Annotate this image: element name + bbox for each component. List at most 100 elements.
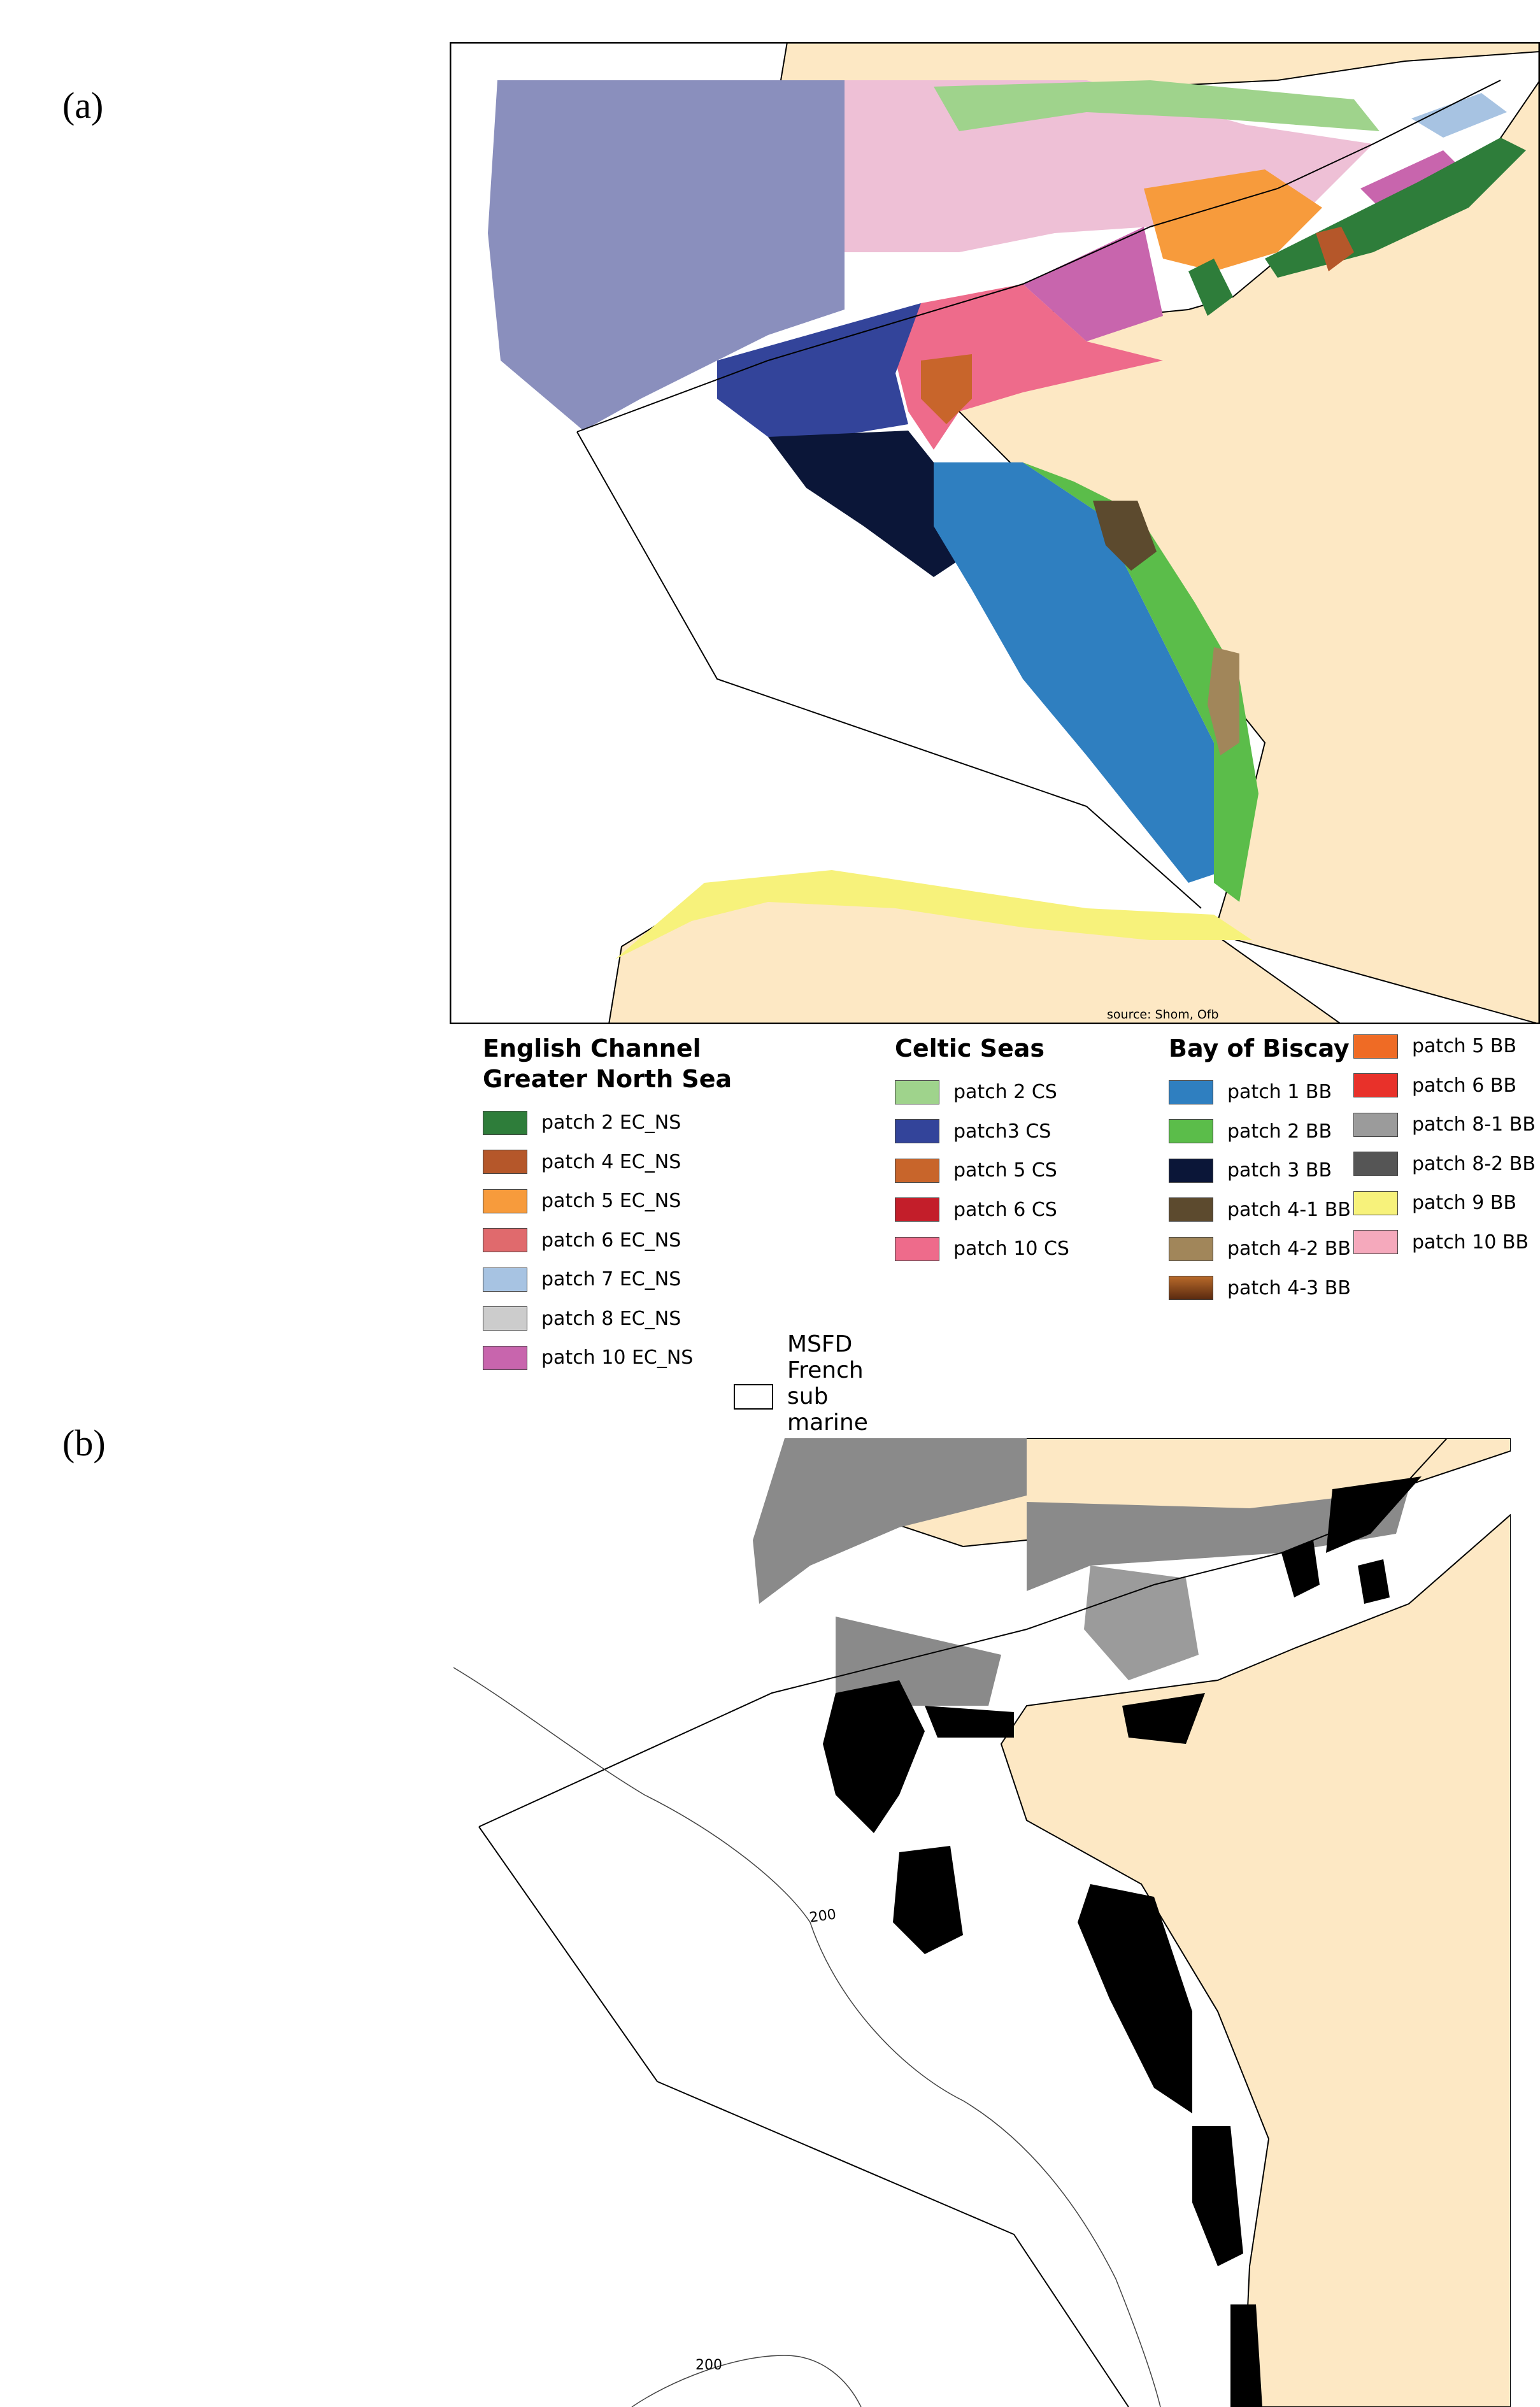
- legend-swatch: [1353, 1112, 1398, 1137]
- legend-item: patch 10 CS: [895, 1229, 1069, 1269]
- legend-swatch: [483, 1189, 527, 1213]
- legend-item: patch 8 EC_NS: [483, 1299, 732, 1339]
- legend-item: patch 4-1 BB: [1169, 1190, 1351, 1230]
- legend-label: patch 5 BB: [1412, 1035, 1517, 1058]
- legend-label: patch 9 BB: [1412, 1192, 1517, 1215]
- legend-swatch: [1353, 1190, 1398, 1215]
- legend-group-cs: Celtic Seas patch 2 CS patch3 CS patch 5…: [895, 1033, 1069, 1269]
- legend-item: patch 4-3 BB: [1169, 1269, 1351, 1308]
- legend-swatch: [895, 1080, 939, 1104]
- legend-label: patch 4-2 BB: [1227, 1238, 1351, 1261]
- legend-swatch: [1353, 1034, 1398, 1059]
- patch-2-cs-area: [934, 80, 1380, 131]
- patch-3-cs-area: [717, 303, 921, 437]
- grey-area-channel: [753, 1438, 1027, 1604]
- legend-swatch: [483, 1228, 527, 1253]
- legend-swatch: [1353, 1073, 1398, 1098]
- legend-label: patch 8-1 BB: [1412, 1113, 1536, 1136]
- legend-swatch: [483, 1345, 527, 1370]
- legend-label: patch 8-2 BB: [1412, 1152, 1536, 1175]
- legend-swatch: [1353, 1230, 1398, 1255]
- legend-item: patch 2 CS: [895, 1073, 1069, 1112]
- legend-item: patch 10 BB: [1353, 1223, 1536, 1262]
- legend-label: patch 3 BB: [1227, 1159, 1332, 1182]
- legend-swatch: [895, 1158, 939, 1183]
- legend-swatch: [1169, 1276, 1213, 1301]
- legend-item: patch 6 BB: [1353, 1066, 1536, 1106]
- legend-swatch: [1169, 1080, 1213, 1104]
- legend-item: patch 2 EC_NS: [483, 1103, 732, 1143]
- legend-swatch: [895, 1197, 939, 1222]
- legend-item: patch 8-1 BB: [1353, 1105, 1536, 1145]
- legend-item: patch 6 EC_NS: [483, 1221, 732, 1261]
- contour-label: 200: [695, 2357, 722, 2373]
- legend-item: patch 2 BB: [1169, 1112, 1351, 1152]
- legend-label: patch 6 CS: [953, 1198, 1057, 1221]
- legend-swatch: [1169, 1236, 1213, 1261]
- legend-item: patch 6 CS: [895, 1190, 1069, 1230]
- patch-7-ec-ns-area: [1411, 93, 1507, 138]
- patch-1-bb-area: [934, 462, 1227, 883]
- legend-label: patch 10 BB: [1412, 1231, 1529, 1253]
- legend-swatch: [483, 1306, 527, 1331]
- legend-label: patch 6 EC_NS: [541, 1229, 681, 1252]
- black-area-west-brittany: [823, 1680, 925, 1833]
- legend-label: patch 7 EC_NS: [541, 1268, 681, 1291]
- msfd-boundary: [576, 80, 1501, 432]
- legend-swatch: [1169, 1197, 1213, 1222]
- legend-title: English Channel: [483, 1034, 701, 1062]
- legend-swatch: [483, 1150, 527, 1175]
- legend-item: patch 10 EC_NS: [483, 1338, 732, 1378]
- legend-label: patch 4-3 BB: [1227, 1276, 1351, 1299]
- legend-item: patch 7 EC_NS: [483, 1260, 732, 1299]
- patch-10-ec-ns-area: [1023, 227, 1163, 341]
- legend-group-bb-2: patch 5 BB patch 6 BB patch 8-1 BB patch…: [1353, 1027, 1536, 1262]
- legend-swatch: [1169, 1119, 1213, 1144]
- legend-group-bb: Bay of Biscay patch 1 BB patch 2 BB patc…: [1169, 1033, 1351, 1308]
- legend-item: patch 5 BB: [1353, 1027, 1536, 1066]
- legend-title: Celtic Seas: [895, 1034, 1045, 1062]
- legend-item: patch 4 EC_NS: [483, 1143, 732, 1182]
- legend-item: patch 9 BB: [1353, 1183, 1536, 1223]
- legend-item: patch 8-2 BB: [1353, 1145, 1536, 1184]
- panel-b-label: (b): [62, 1422, 106, 1464]
- legend-group-ec-ns: English Channel Greater North Sea patch …: [483, 1033, 732, 1378]
- legend-title: Greater North Sea: [483, 1065, 732, 1093]
- legend-label: patch 4-1 BB: [1227, 1198, 1351, 1221]
- legend-label: patch 2 BB: [1227, 1120, 1332, 1143]
- patch-3-bb-area: [768, 431, 972, 577]
- legend-label: patch 1 BB: [1227, 1081, 1332, 1104]
- patch-5-ec-ns-area: [1144, 169, 1322, 271]
- map-a: [450, 42, 1540, 1024]
- legend-label: patch 4 EC_NS: [541, 1150, 681, 1173]
- legend-label: patch 2 CS: [953, 1081, 1057, 1104]
- legend-label: patch 5 EC_NS: [541, 1190, 681, 1213]
- legend-label: patch 6 BB: [1412, 1074, 1517, 1097]
- legend-item: patch 4-2 BB: [1169, 1229, 1351, 1269]
- contour-label: 200: [808, 1906, 837, 1926]
- legend-swatch: [483, 1267, 527, 1292]
- legend-label: patch 10 EC_NS: [541, 1346, 694, 1369]
- legend-swatch: [1353, 1152, 1398, 1176]
- legend-swatch: [895, 1119, 939, 1144]
- legend-title: Bay of Biscay: [1169, 1034, 1350, 1062]
- map-source-credit: source: Shom, Ofb: [1107, 1008, 1219, 1022]
- msfd-boundary: [478, 1438, 1448, 1827]
- legend-label: patch 10 CS: [953, 1238, 1069, 1261]
- map-b: 200 200: [453, 1438, 1511, 2407]
- legend-swatch: [1169, 1158, 1213, 1183]
- patch-9-bb-area: [615, 870, 1252, 959]
- legend-item: patch 5 EC_NS: [483, 1182, 732, 1221]
- legend-swatch: [483, 1110, 527, 1135]
- legend-swatch: [734, 1383, 773, 1410]
- legend-label: patch 2 EC_NS: [541, 1111, 681, 1134]
- celtic-shelf-area: [488, 80, 845, 431]
- legend-item: patch 5 CS: [895, 1151, 1069, 1190]
- legend-item: patch 1 BB: [1169, 1073, 1351, 1112]
- legend-label: patch 8 EC_NS: [541, 1307, 681, 1330]
- legend-label: patch 5 CS: [953, 1159, 1057, 1182]
- panel-a-label: (a): [62, 85, 104, 126]
- legend-item: patch3 CS: [895, 1112, 1069, 1152]
- legend-label: patch3 CS: [953, 1120, 1052, 1143]
- legend-swatch: [895, 1236, 939, 1261]
